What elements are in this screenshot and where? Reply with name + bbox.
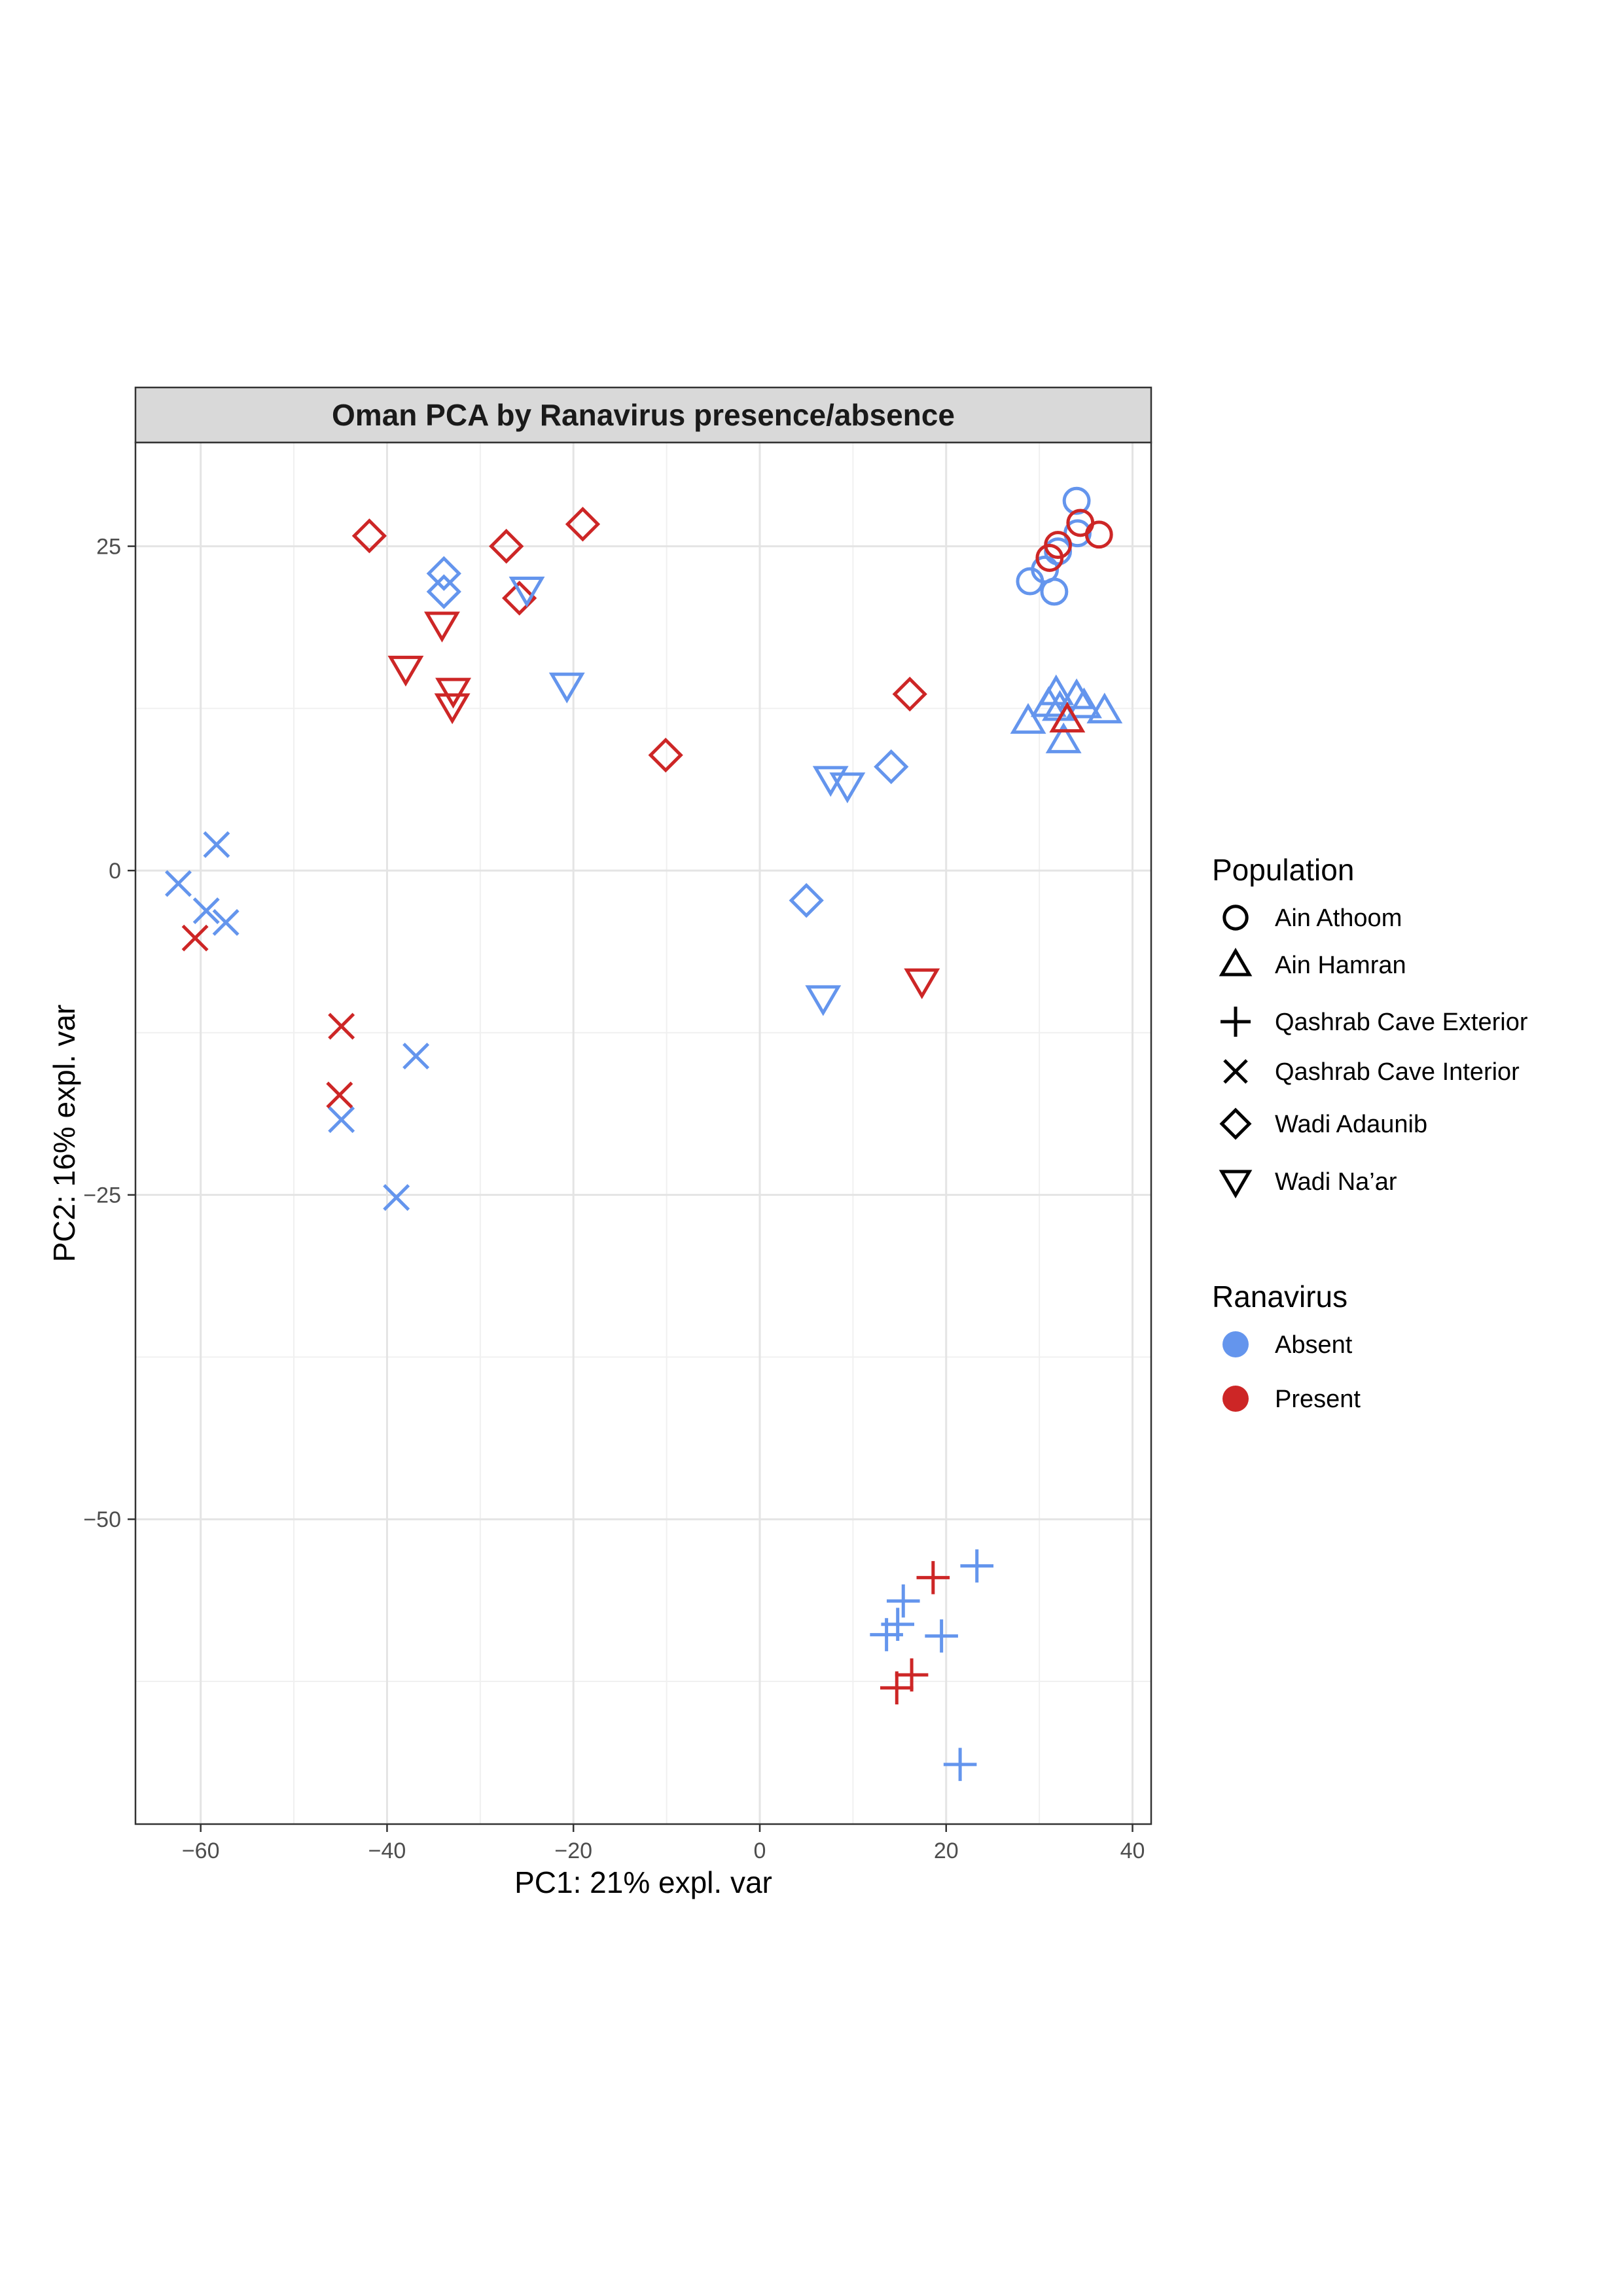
data-point-circle-present xyxy=(1035,543,1064,572)
legend-title-population: Population xyxy=(1212,853,1354,887)
data-point-cross-present xyxy=(328,1013,355,1040)
x-tick-label: −20 xyxy=(554,1839,592,1863)
data-point-triangle-absent xyxy=(1045,722,1082,753)
data-point-cross-present xyxy=(181,924,209,952)
legend-label-ranavirus: Present xyxy=(1275,1386,1361,1413)
data-point-cross-absent xyxy=(165,870,192,897)
y-tick-label: 25 xyxy=(96,535,121,560)
data-point-diamond-absent xyxy=(426,556,461,591)
data-point-cross-absent xyxy=(192,897,220,925)
data-point-plus-absent xyxy=(960,1549,994,1583)
data-point-triangle-absent xyxy=(1086,692,1123,724)
data-point-diamond-present xyxy=(351,518,387,554)
data-point-cross-absent xyxy=(203,831,230,858)
legend-label-population: Qashrab Cave Interior xyxy=(1275,1058,1520,1086)
data-point-cross-present xyxy=(326,1081,353,1109)
legend-key-triangle-down-icon xyxy=(1219,1170,1253,1198)
legend-label-population: Ain Hamran xyxy=(1275,952,1406,979)
legend-key-diamond-icon xyxy=(1219,1107,1252,1140)
legend-population-items: Ain Athoom Ain Hamran Qashrab Cave Exterio… xyxy=(1219,905,1528,1198)
data-point-triangle-down-present xyxy=(387,655,424,687)
data-point-triangle-down-present xyxy=(423,611,460,643)
legend-label-population: Wadi Adaunib xyxy=(1275,1111,1427,1138)
legend-key-color-icon xyxy=(1222,1331,1249,1357)
panel-border xyxy=(134,441,1152,1825)
data-point-triangle-absent xyxy=(1066,687,1102,719)
data-point-triangle-down-absent xyxy=(548,672,585,704)
data-point-plus-present xyxy=(880,1671,914,1705)
data-point-triangle-down-absent xyxy=(812,766,849,797)
data-point-circle-absent xyxy=(1062,486,1091,515)
data-point-triangle-absent xyxy=(1010,703,1046,734)
data-point-diamond-absent xyxy=(426,574,461,609)
data-point-plus-absent xyxy=(943,1748,977,1782)
data-point-circle-absent xyxy=(1016,567,1044,596)
legend-title-ranavirus: Ranavirus xyxy=(1212,1280,1347,1314)
data-point-cross-absent xyxy=(402,1043,430,1070)
data-point-diamond-present xyxy=(892,676,927,712)
data-point-diamond-absent xyxy=(874,749,909,785)
y-tick-label: 0 xyxy=(109,859,121,884)
data-point-diamond-absent xyxy=(789,883,824,918)
data-point-triangle-down-absent xyxy=(508,576,545,608)
facet-strip xyxy=(134,386,1152,444)
data-point-cross-absent xyxy=(212,908,240,936)
x-axis-title: PC1: 21% expl. var xyxy=(514,1865,772,1899)
x-tick-label: −40 xyxy=(368,1839,406,1863)
data-point-plus-absent xyxy=(870,1618,903,1651)
data-points-layer xyxy=(165,486,1123,1782)
legend: Population Ain Athoom Ain Hamran Qashrab C… xyxy=(1212,853,1528,1413)
y-tick-label: −25 xyxy=(83,1183,121,1208)
x-tick-label: 0 xyxy=(754,1839,766,1863)
data-point-diamond-present xyxy=(489,528,524,564)
legend-key-circle-icon xyxy=(1222,905,1249,931)
x-tick-label: 20 xyxy=(934,1839,959,1863)
grid-layer xyxy=(135,442,1151,1824)
data-point-triangle-down-present xyxy=(435,677,471,709)
legend-label-population: Ain Athoom xyxy=(1275,905,1402,932)
data-point-circle-present xyxy=(1084,520,1113,549)
data-point-plus-present xyxy=(895,1658,929,1692)
legend-key-plus-icon xyxy=(1221,1007,1251,1037)
legend-ranavirus-items: Absent Present xyxy=(1222,1331,1361,1413)
chart-title: Oman PCA by Ranavirus presence/absence xyxy=(332,398,955,432)
data-point-triangle-absent xyxy=(1058,678,1095,709)
data-point-triangle-down-present xyxy=(904,968,940,999)
axis-layer: −60 −40 −20 0 20 40 −50 −25 0 25 xyxy=(83,535,1145,1863)
data-point-diamond-present xyxy=(501,581,537,616)
data-point-plus-absent xyxy=(925,1619,958,1653)
data-point-diamond-present xyxy=(648,738,683,773)
data-point-triangle-down-present xyxy=(434,693,471,725)
y-axis-title: PC2: 16% expl. var xyxy=(47,1005,81,1263)
legend-key-color-icon xyxy=(1222,1386,1249,1412)
data-point-plus-absent xyxy=(886,1584,920,1618)
data-point-triangle-down-absent xyxy=(829,772,866,804)
x-tick-label: −60 xyxy=(182,1839,220,1863)
legend-key-cross-icon xyxy=(1223,1059,1248,1084)
data-point-triangle-down-absent xyxy=(805,985,842,1016)
data-point-diamond-present xyxy=(565,507,601,542)
legend-label-population: Qashrab Cave Exterior xyxy=(1275,1009,1528,1036)
legend-label-ranavirus: Absent xyxy=(1275,1331,1353,1359)
data-point-circle-absent xyxy=(1040,577,1069,606)
y-tick-label: −50 xyxy=(83,1507,121,1532)
data-point-plus-present xyxy=(916,1561,950,1594)
x-tick-label: 40 xyxy=(1120,1839,1145,1863)
data-point-cross-absent xyxy=(383,1184,410,1211)
legend-key-triangle-icon xyxy=(1219,948,1253,977)
data-point-triangle-present xyxy=(1049,702,1086,733)
legend-label-population: Wadi Na’ar xyxy=(1275,1168,1397,1196)
data-point-cross-absent xyxy=(328,1106,355,1134)
